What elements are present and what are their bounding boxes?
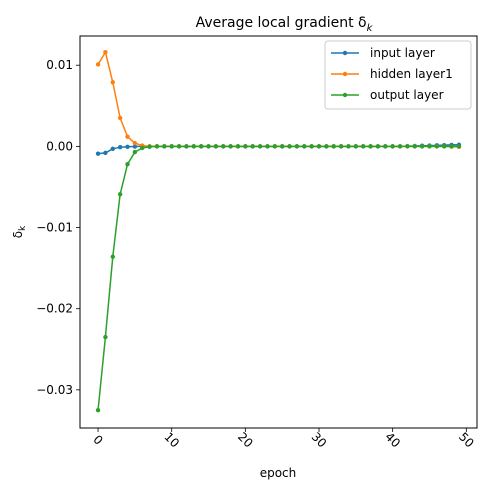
data-point [294,144,300,149]
data-point [427,144,432,149]
data-point [390,144,395,149]
x-tick-label: 30 [309,430,330,451]
series-output-layer [95,144,462,413]
data-point [125,162,130,167]
y-tick-label: −0.03 [36,383,73,397]
data-point [353,144,359,149]
data-point [95,407,101,413]
legend-item: output layer [331,88,444,102]
data-point [405,144,410,149]
x-tick-label: 0 [90,432,105,447]
legend-box [324,40,472,110]
legend-item: input layer [331,46,435,60]
data-point [346,144,351,149]
legend-label: hidden layer1 [370,67,453,81]
x-axis-label: epoch [260,466,297,480]
x-axis-ticks: 0 10 20 30 40 50 [90,428,477,451]
data-point [316,144,322,149]
data-point [132,144,138,149]
data-point [117,144,123,150]
data-point [361,144,366,149]
data-point [287,144,292,149]
data-point [191,144,196,149]
data-point [456,144,462,149]
data-point [132,140,138,146]
legend-label: output layer [370,88,444,102]
data-point [324,144,329,149]
chart-title-subscript: k [367,23,374,34]
data-point [368,144,373,149]
data-point [110,254,115,259]
data-point [103,334,108,340]
data-point [331,144,336,149]
data-point [265,144,270,149]
legend: input layer hidden layer1 output layer [324,40,472,110]
y-axis-ticks: −0.03 −0.02 −0.01 0.00 0.01 [36,58,80,397]
data-point [375,144,381,149]
legend-marker [342,50,348,56]
y-axis-label-subscript: k [18,225,28,231]
data-point [213,144,219,149]
x-tick-label: 40 [382,430,403,451]
series-line [97,145,459,411]
plot-frame [79,35,478,429]
data-point [132,149,138,155]
data-point [235,144,241,149]
data-point [169,144,174,149]
legend-label: input layer [370,46,435,60]
data-point [95,62,101,67]
x-tick-label: 50 [456,430,477,451]
data-point [117,115,123,121]
data-point [154,144,160,149]
data-point [383,144,388,149]
data-point [397,144,403,149]
data-point [221,144,226,149]
data-point [140,145,145,151]
legend-marker [342,71,348,77]
data-point [95,151,101,156]
data-point [243,144,248,149]
data-point [279,144,285,149]
data-point [125,144,130,149]
y-axis-label: δk [11,225,28,238]
data-point [412,144,417,149]
data-point [419,144,425,149]
data-point [272,144,278,149]
data-point [125,134,130,139]
data-point [110,146,115,152]
legend-marker [342,92,348,98]
data-point [176,144,182,149]
legend-item: hidden layer1 [331,67,453,81]
data-point [434,144,440,149]
data-point [250,144,255,149]
y-tick-label: −0.01 [36,221,73,235]
plot-content [95,50,462,413]
data-point [338,144,344,149]
data-point [257,144,263,149]
x-tick-label: 20 [235,430,256,451]
data-point [309,144,314,149]
data-point [184,144,189,149]
data-point [198,144,204,149]
chart-title: Average local gradient δk [196,15,374,34]
x-tick-label: 10 [161,430,182,451]
data-point [117,192,123,197]
y-tick-label: −0.02 [36,302,73,316]
data-point [103,150,108,156]
data-point [442,144,447,149]
data-point [206,144,211,149]
data-point [147,144,152,149]
data-point [228,144,233,149]
data-point [162,144,167,149]
data-point [103,50,108,55]
data-point [302,144,307,149]
data-point [449,144,454,149]
y-tick-label: 0.00 [46,139,73,153]
data-point [110,80,115,85]
y-tick-label: 0.01 [46,58,73,72]
